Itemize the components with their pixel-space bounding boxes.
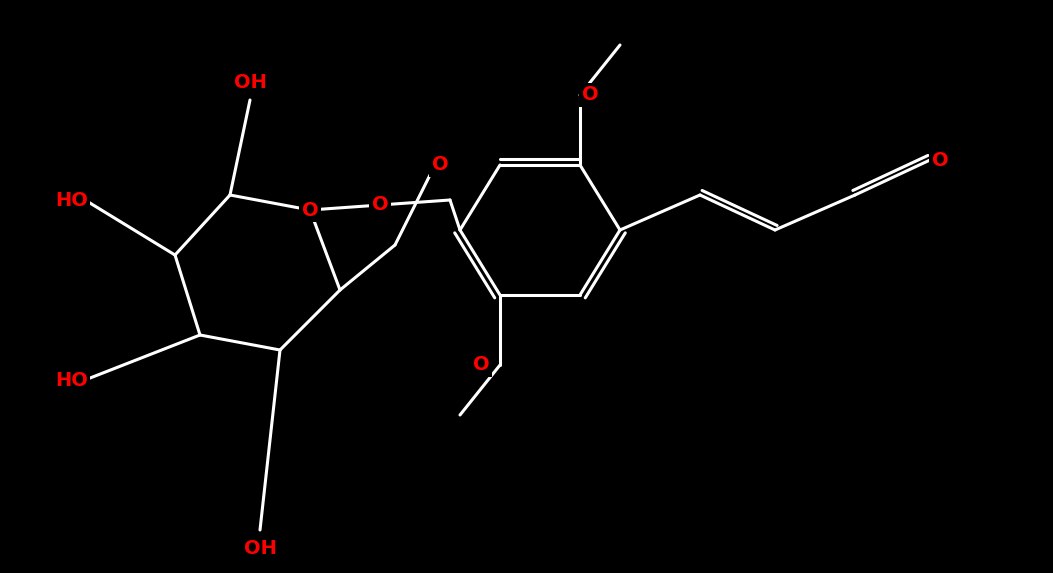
Text: OH: OH (234, 73, 266, 92)
Text: O: O (474, 355, 490, 375)
Text: O: O (302, 201, 318, 219)
Text: HO: HO (55, 190, 87, 210)
Text: O: O (932, 151, 949, 170)
Text: O: O (581, 85, 598, 104)
Text: HO: HO (55, 371, 87, 390)
Text: O: O (432, 155, 449, 175)
Text: OH: OH (243, 539, 277, 558)
Text: O: O (372, 195, 389, 214)
